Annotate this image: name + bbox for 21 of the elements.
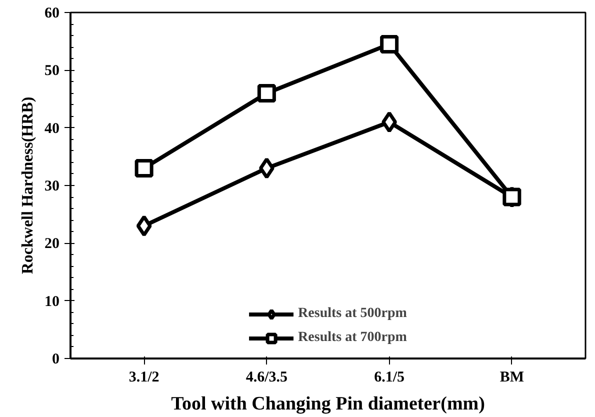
point bbox=[382, 111, 398, 133]
y-tick-label: 40 bbox=[44, 120, 60, 137]
x-tick-label: 3.1/2 bbox=[128, 370, 160, 386]
legend-label: Results at 500rpm bbox=[298, 306, 407, 322]
point bbox=[258, 157, 274, 179]
x-axis-title: Tool with Changing Pin diameter(mm) bbox=[171, 394, 485, 414]
point bbox=[136, 215, 152, 237]
point bbox=[134, 158, 154, 178]
legend-label: Results at 700rpm bbox=[298, 330, 407, 346]
y-tick-label: 10 bbox=[44, 294, 60, 310]
y-tick-label: 50 bbox=[44, 63, 60, 80]
x-tick-label: BM bbox=[500, 370, 524, 386]
y-axis-title: Rockwell Hardness(HRB) bbox=[20, 96, 36, 274]
y-tick-label: 20 bbox=[44, 236, 60, 252]
y-tick-label: 30 bbox=[44, 178, 60, 194]
point bbox=[257, 84, 276, 102]
y-tick-label: 0 bbox=[52, 352, 60, 368]
x-tick-label: 4.6/3.5 bbox=[246, 370, 288, 386]
y-tick-label: 60 bbox=[44, 6, 60, 22]
x-tick-label: 6.1/5 bbox=[374, 370, 405, 386]
point bbox=[380, 34, 399, 54]
